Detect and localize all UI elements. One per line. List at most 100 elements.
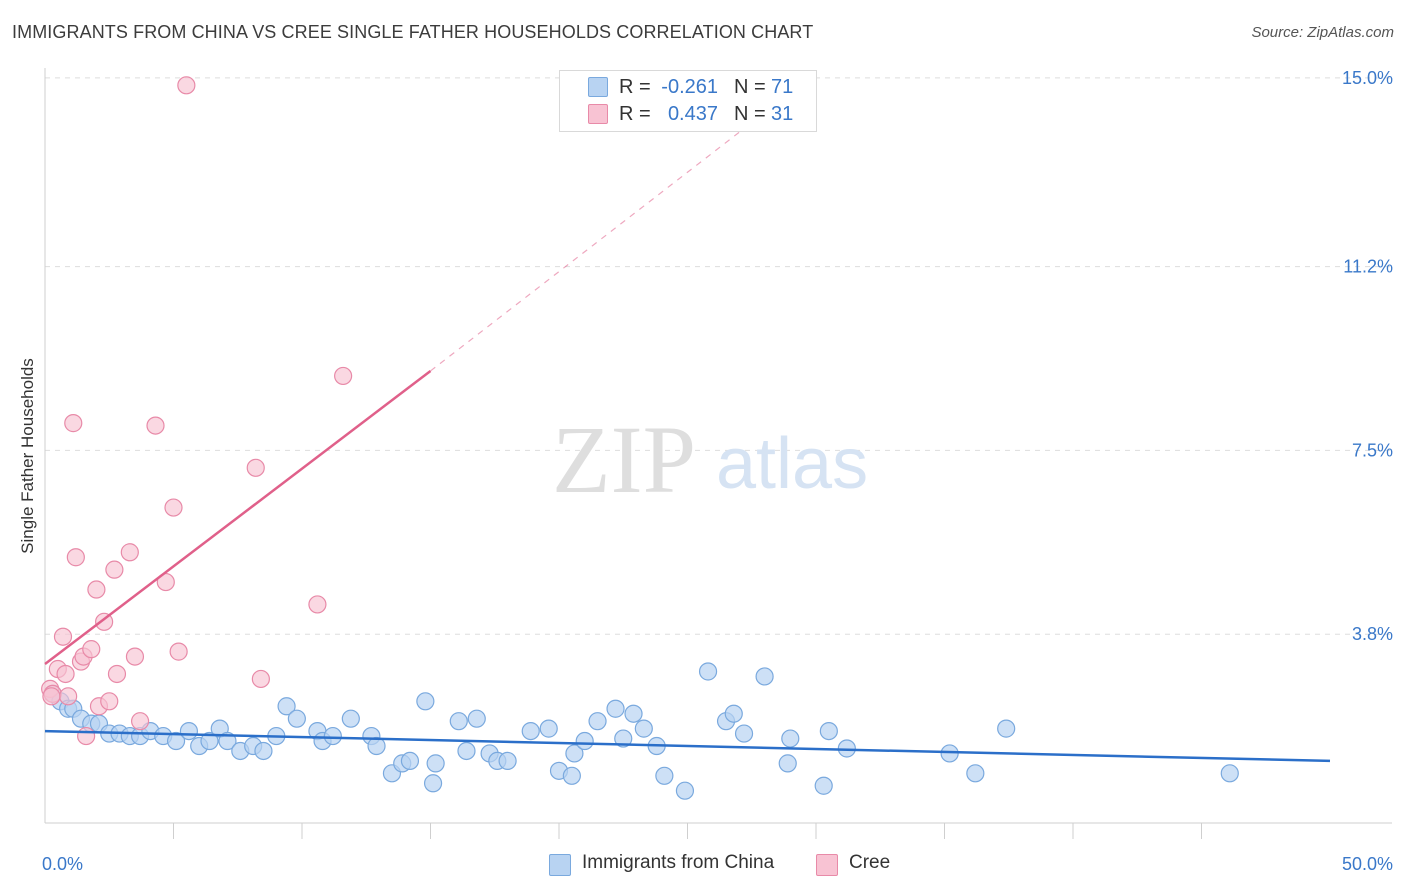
- cree-data-point: [146, 416, 165, 435]
- cree-data-point: [334, 366, 353, 386]
- china-data-point: [562, 766, 581, 785]
- cree-data-point: [77, 726, 96, 746]
- cree-data-point: [66, 548, 85, 567]
- cree-data-point: [251, 669, 270, 689]
- correlation-legend: R = -0.261 N = 71 R = 0.437 N = 31: [559, 70, 817, 132]
- legend-label-china: Immigrants from China: [582, 852, 775, 873]
- cree-data-point: [59, 687, 78, 706]
- chart-title: IMMIGRANTS FROM CHINA VS CREE SINGLE FAT…: [12, 22, 814, 42]
- n-label: N =: [734, 76, 766, 98]
- y-tick-label: 11.2%: [1343, 257, 1393, 277]
- china-data-point: [634, 719, 653, 738]
- y-tick-label: 15.0%: [1342, 68, 1393, 88]
- x-tick-label: 50.0%: [1342, 854, 1393, 874]
- grid-layer: [45, 77, 1392, 635]
- cree-data-point: [95, 612, 114, 631]
- r-label: R =: [619, 76, 651, 98]
- china-data-point: [966, 764, 985, 783]
- china-data-point: [781, 729, 800, 748]
- cree-data-point: [56, 664, 75, 684]
- china-data-point: [624, 704, 643, 723]
- china-data-point: [277, 697, 296, 716]
- watermark-zip: ZIP: [552, 406, 696, 513]
- y-tick-label: 3.8%: [1352, 624, 1393, 644]
- cree-trend-extension: [430, 112, 765, 372]
- cree-data-point: [82, 640, 101, 659]
- china-data-point: [498, 751, 517, 771]
- china-data-point: [675, 781, 695, 800]
- watermark-atlas: atlas: [716, 424, 868, 504]
- cree-data-point: [87, 580, 106, 599]
- y-tick-label: 7.5%: [1352, 440, 1393, 460]
- china-data-point: [457, 741, 476, 761]
- china-data-point: [287, 709, 306, 728]
- trend-layer: [44, 112, 1331, 763]
- china-data-point: [724, 704, 743, 723]
- cree-data-point: [130, 712, 150, 731]
- cree-legend-swatch-icon: [816, 854, 838, 876]
- tick-label-layer: 3.8% 7.5% 11.2% 15.0% 0.0% 50.0%: [42, 68, 1393, 874]
- china-data-point: [166, 731, 186, 751]
- n-label: N =: [734, 103, 766, 125]
- china-data-point: [423, 774, 443, 793]
- legend-row-china: R = -0.261 N = 71: [560, 74, 816, 100]
- china-data-point: [367, 736, 386, 756]
- legend-label-cree: Cree: [849, 852, 891, 873]
- china-data-point: [997, 719, 1016, 738]
- china-data-point: [254, 741, 273, 761]
- china-data-point: [521, 722, 540, 741]
- cree-data-point: [120, 543, 139, 562]
- china-data-point: [467, 709, 486, 728]
- china-data-point: [778, 754, 797, 773]
- legend-row-cree: R = 0.437 N = 31: [560, 101, 816, 127]
- cree-data-point: [164, 498, 183, 517]
- china-trend-line: [44, 729, 1331, 763]
- china-data-point: [1220, 764, 1239, 783]
- china-data-point: [426, 754, 445, 773]
- china-data-point: [400, 751, 420, 771]
- cree-data-point: [64, 414, 83, 433]
- china-data-point: [575, 731, 594, 751]
- n-value: 31: [771, 103, 794, 125]
- cree-data-point: [308, 595, 327, 614]
- source-label: Source: ZipAtlas.com: [1251, 24, 1394, 41]
- china-data-point: [734, 724, 754, 743]
- cree-trend-line: [44, 369, 432, 666]
- china-data-point: [588, 712, 607, 731]
- cree-data-point: [246, 458, 265, 477]
- r-value: -0.261: [661, 76, 718, 98]
- china-swatch-icon: [588, 77, 608, 97]
- china-data-point: [323, 726, 342, 746]
- cree-swatch-icon: [588, 104, 608, 124]
- china-data-point: [819, 722, 838, 741]
- china-data-point: [565, 744, 584, 763]
- cree-data-point: [100, 692, 119, 711]
- china-data-point: [814, 776, 833, 795]
- china-data-point: [539, 719, 558, 738]
- china-data-point: [341, 709, 360, 728]
- china-data-point: [614, 729, 633, 748]
- n-value: 71: [771, 76, 794, 98]
- r-label: R =: [619, 103, 651, 125]
- china-data-point: [655, 766, 674, 785]
- china-data-point: [606, 699, 625, 718]
- r-value: 0.437: [667, 103, 718, 125]
- china-data-point: [200, 731, 219, 751]
- cree-data-point: [53, 627, 73, 646]
- china-legend-swatch-icon: [549, 854, 571, 876]
- china-data-point: [755, 667, 774, 686]
- china-data-point: [179, 722, 199, 741]
- cree-data-point: [42, 687, 61, 706]
- cree-data-point: [105, 560, 124, 579]
- cree-data-point: [169, 642, 188, 661]
- x-tick-label: 0.0%: [42, 854, 83, 874]
- cree-data-point: [107, 664, 127, 684]
- china-data-point: [698, 662, 718, 681]
- china-data-point: [449, 712, 468, 731]
- cree-data-point: [177, 76, 196, 95]
- cree-data-point: [125, 647, 145, 666]
- points-layer: [41, 76, 1239, 800]
- china-data-point: [218, 731, 237, 751]
- china-data-point: [416, 692, 435, 711]
